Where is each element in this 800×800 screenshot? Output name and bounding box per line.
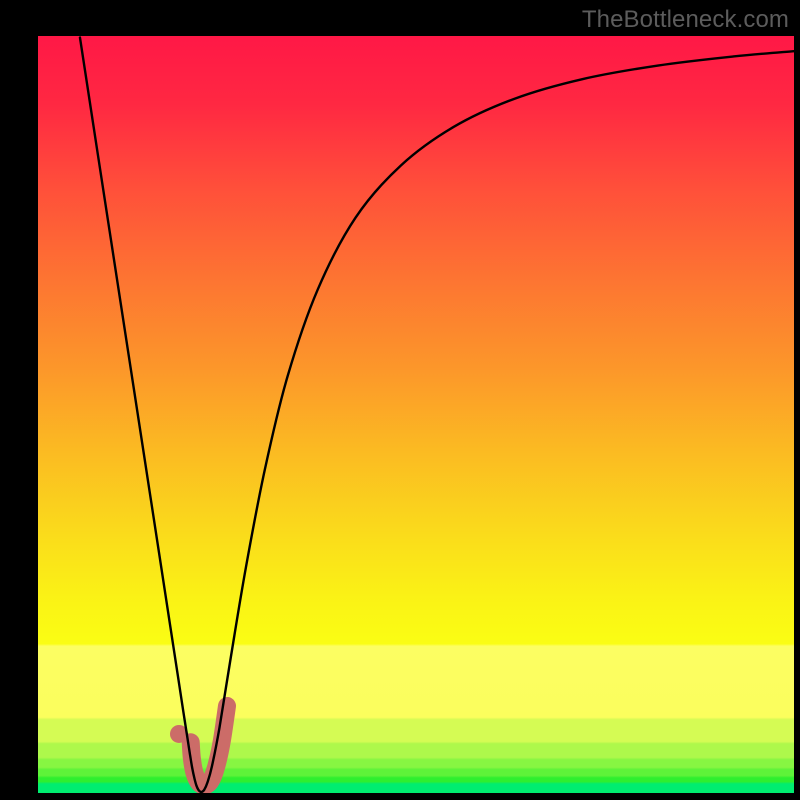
gradient-background: [38, 36, 794, 793]
bottleneck-chart: TheBottleneck.com: [0, 0, 800, 800]
plot-area: [38, 36, 794, 793]
watermark-text: TheBottleneck.com: [582, 6, 789, 34]
